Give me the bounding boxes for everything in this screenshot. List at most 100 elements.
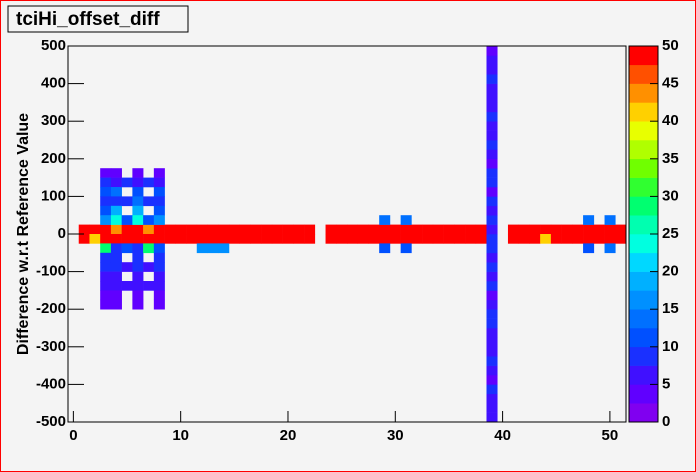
heatmap-cell <box>486 412 498 423</box>
heatmap-cell <box>153 205 165 216</box>
heatmap-cell <box>100 168 112 178</box>
colorbar-tick-label: 15 <box>662 300 679 317</box>
heatmap-cell <box>153 168 165 178</box>
heatmap-cell <box>239 234 251 244</box>
heatmap-cell <box>143 224 155 235</box>
heatmap-cell <box>153 299 165 310</box>
heatmap-cell <box>304 234 316 244</box>
colorbar-swatch <box>629 271 658 291</box>
heatmap-cell <box>293 224 305 235</box>
heatmap-cell <box>196 234 208 244</box>
heatmap-cell <box>121 234 133 244</box>
heatmap-cell <box>110 224 122 235</box>
heatmap-cell <box>121 196 133 207</box>
heatmap-cell <box>486 309 498 319</box>
heatmap-cell <box>422 234 434 244</box>
heatmap-cell <box>110 281 122 291</box>
colorbar-tick-label: 0 <box>662 413 670 430</box>
heatmap-cell <box>271 224 283 235</box>
colorbar-tick-label: 50 <box>662 37 679 54</box>
heatmap-cell <box>486 140 498 150</box>
y-tick-label: -500 <box>36 413 66 430</box>
heatmap-cell <box>121 215 133 225</box>
heatmap-cell <box>486 384 498 395</box>
heatmap-cell <box>164 224 176 235</box>
heatmap-cell <box>325 234 337 244</box>
heatmap-cell <box>121 224 133 235</box>
heatmap-cell <box>400 224 412 235</box>
heatmap-cell <box>132 234 144 244</box>
heatmap-cell <box>100 196 112 207</box>
colorbar-tick-label: 35 <box>662 150 679 167</box>
heatmap-cell <box>540 224 552 235</box>
x-tick-label: 40 <box>494 427 511 444</box>
heatmap-cell <box>604 234 616 244</box>
heatmap-cell <box>486 196 498 207</box>
heatmap-cell <box>153 215 165 225</box>
y-tick-label: -400 <box>36 375 66 392</box>
heatmap-cell <box>583 234 595 244</box>
heatmap-cell <box>507 224 519 235</box>
heatmap-cell <box>100 271 112 282</box>
heatmap-cell <box>432 224 444 235</box>
heatmap-cell <box>583 224 595 235</box>
heatmap-cell <box>379 215 391 225</box>
heatmap-cell <box>110 271 122 282</box>
colorbar-swatch <box>629 64 658 84</box>
heatmap-cell <box>486 403 498 413</box>
heatmap-cell <box>110 168 122 178</box>
heatmap-cell <box>143 262 155 272</box>
heatmap-cell <box>486 299 498 310</box>
y-tick-label: 300 <box>41 112 66 129</box>
heatmap-cell <box>486 318 498 329</box>
heatmap-cell <box>207 234 219 244</box>
heatmap-cell <box>486 356 498 366</box>
heatmap-cell <box>110 234 122 244</box>
heatmap-cell <box>486 393 498 404</box>
heatmap-cell <box>110 177 122 188</box>
heatmap-cell <box>443 234 455 244</box>
y-tick-label: -300 <box>36 338 66 355</box>
heatmap-cell <box>454 224 466 235</box>
y-tick-label: 400 <box>41 75 66 92</box>
heatmap-cell <box>100 262 112 272</box>
colorbar-tick-label: 10 <box>662 338 679 355</box>
heatmap-cell <box>486 64 498 75</box>
heatmap-cell <box>132 224 144 235</box>
heatmap-cell <box>100 252 112 263</box>
heatmap-cell <box>78 234 90 244</box>
heatmap-cell <box>486 215 498 225</box>
heatmap-cell <box>486 83 498 94</box>
colorbar-swatch <box>629 158 658 178</box>
heatmap-cell <box>110 205 122 216</box>
heatmap-cell <box>132 290 144 301</box>
heatmap-cell <box>121 262 133 272</box>
heatmap-cell <box>411 234 423 244</box>
colorbar-swatch <box>629 290 658 310</box>
title-box <box>7 5 189 33</box>
colorbar-swatch <box>629 328 658 348</box>
colorbar-tick-label: 20 <box>662 263 679 280</box>
heatmap-cell <box>368 234 380 244</box>
heatmap-cell <box>604 224 616 235</box>
heatmap-cell <box>486 281 498 291</box>
heatmap-cell <box>486 149 498 160</box>
heatmap-cell <box>143 215 155 225</box>
heatmap-cell <box>486 187 498 197</box>
heatmap-cell <box>486 224 498 235</box>
colorbar-swatch <box>629 177 658 197</box>
heatmap-cell <box>143 177 155 188</box>
heatmap-cell <box>486 177 498 188</box>
heatmap-cell <box>196 243 208 254</box>
x-tick-label: 10 <box>172 427 189 444</box>
heatmap-cell <box>132 271 144 282</box>
heatmap-cell <box>572 234 584 244</box>
heatmap-cell <box>153 281 165 291</box>
heatmap-cell <box>110 290 122 301</box>
heatmap-cell <box>486 102 498 113</box>
heatmap-cell <box>250 224 262 235</box>
heatmap-cell <box>486 365 498 376</box>
heatmap-cell <box>132 299 144 310</box>
colorbar-swatch <box>629 309 658 329</box>
y-tick-label: 500 <box>41 37 66 54</box>
